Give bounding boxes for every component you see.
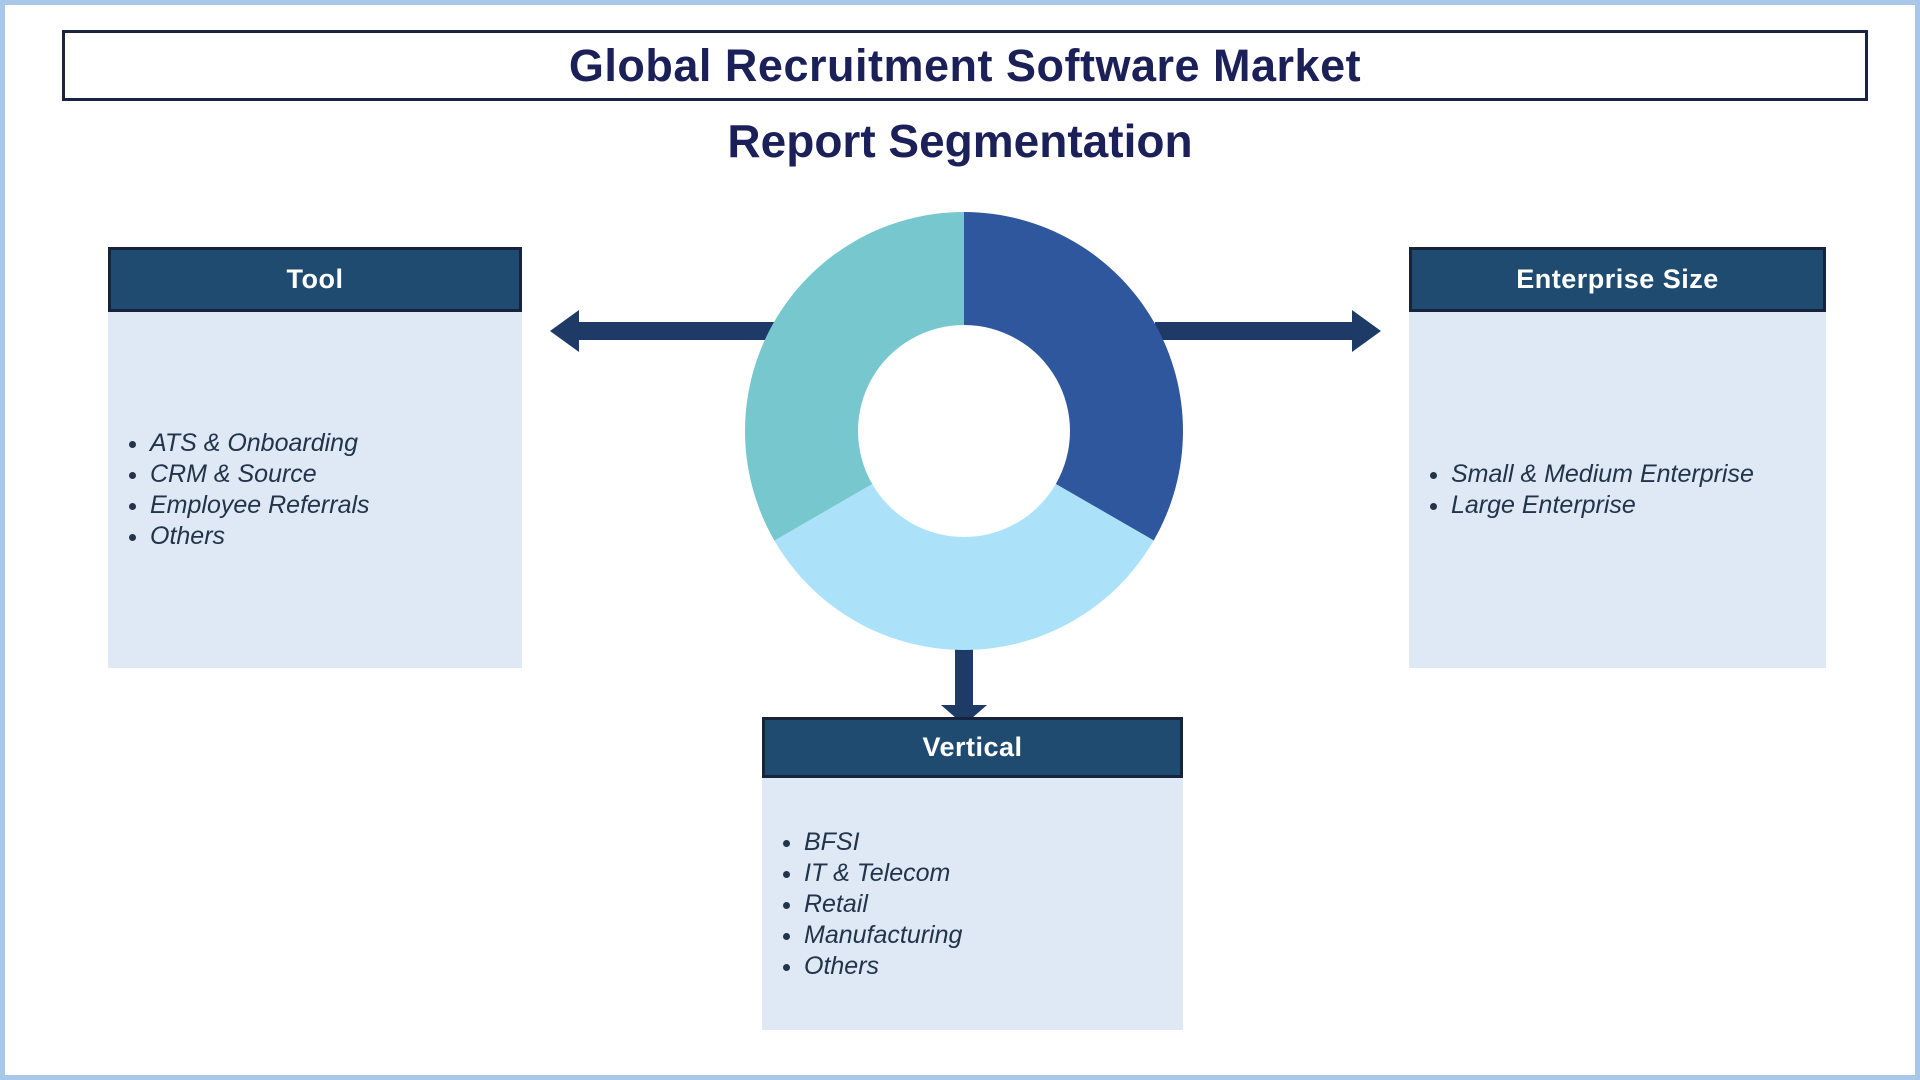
- donut-segment-2: [774, 483, 1154, 650]
- vertical-items-list: BFSI IT & Telecom Retail Manufacturing O…: [762, 827, 1183, 982]
- list-item: Small & Medium Enterprise: [1451, 459, 1826, 490]
- tool-segment-body: ATS & Onboarding CRM & Source Employee R…: [108, 312, 522, 668]
- enterprise-size-segment-title: Enterprise Size: [1516, 264, 1719, 294]
- list-item: BFSI: [804, 827, 1183, 858]
- donut-chart: [745, 212, 1183, 650]
- tool-items-list: ATS & Onboarding CRM & Source Employee R…: [108, 428, 522, 552]
- arrow-right-icon: [1352, 310, 1381, 352]
- list-item: Others: [150, 521, 522, 552]
- enterprise-size-segment-box: Enterprise Size Small & Medium Enterpris…: [1409, 247, 1826, 668]
- list-item: ATS & Onboarding: [150, 428, 522, 459]
- list-item: Manufacturing: [804, 920, 1183, 951]
- title-box: Global Recruitment Software Market: [62, 30, 1868, 101]
- enterprise-size-segment-body: Small & Medium Enterprise Large Enterpri…: [1409, 312, 1826, 668]
- page-title: Global Recruitment Software Market: [568, 39, 1362, 91]
- tool-segment-box: Tool ATS & Onboarding CRM & Source Emplo…: [108, 247, 522, 668]
- list-item: Others: [804, 951, 1183, 982]
- tool-segment-title: Tool: [286, 264, 344, 294]
- donut-segment-3: [745, 212, 964, 541]
- list-item: Retail: [804, 889, 1183, 920]
- enterprise-size-items-list: Small & Medium Enterprise Large Enterpri…: [1409, 459, 1826, 521]
- vertical-segment-body: BFSI IT & Telecom Retail Manufacturing O…: [762, 778, 1183, 1030]
- vertical-segment-box: Vertical BFSI IT & Telecom Retail Manufa…: [762, 717, 1183, 1030]
- list-item: Employee Referrals: [150, 490, 522, 521]
- list-item: CRM & Source: [150, 459, 522, 490]
- list-item: Large Enterprise: [1451, 490, 1826, 521]
- arrow-to-vertical-shaft: [955, 645, 973, 705]
- page-subtitle: Report Segmentation: [727, 115, 1193, 167]
- list-item: IT & Telecom: [804, 858, 1183, 889]
- arrow-to-tool-shaft: [574, 322, 780, 340]
- donut-segment-1: [964, 212, 1183, 541]
- vertical-segment-header: Vertical: [762, 717, 1183, 778]
- enterprise-size-segment-header: Enterprise Size: [1409, 247, 1826, 312]
- arrow-to-enterprise-shaft: [1155, 322, 1352, 340]
- arrow-left-icon: [550, 310, 579, 352]
- tool-segment-header: Tool: [108, 247, 522, 312]
- vertical-segment-title: Vertical: [922, 732, 1023, 762]
